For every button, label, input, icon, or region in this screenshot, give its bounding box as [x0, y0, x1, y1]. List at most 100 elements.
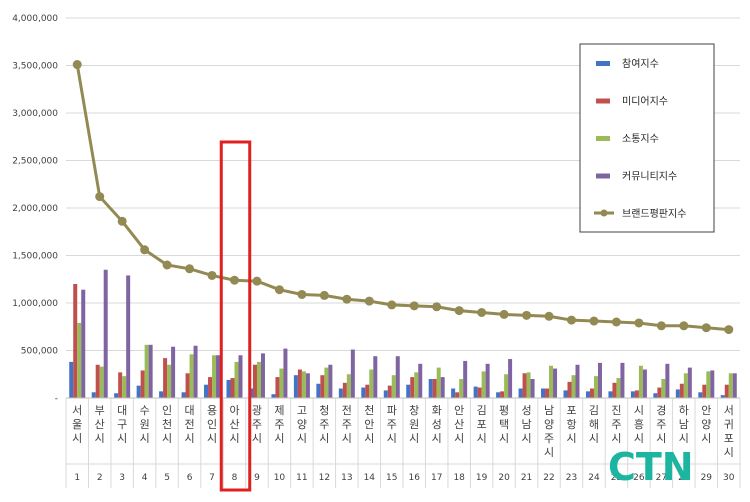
brand-reputation-line	[72, 60, 734, 335]
x-tick-label-char: 남	[544, 404, 554, 417]
bar-참여지수	[383, 390, 388, 398]
x-tick-label-char: 양	[701, 418, 711, 431]
x-tick-label-char: 광	[252, 404, 262, 417]
x-tick-label-char: 주	[274, 418, 284, 431]
bar-소통지수	[661, 379, 666, 398]
brand-reputation-point	[679, 321, 689, 331]
bar-커뮤니티지수	[463, 360, 468, 398]
x-tick-label-char: 시	[342, 432, 352, 445]
bars	[69, 269, 737, 398]
brand-reputation-point	[230, 275, 239, 285]
x-tick-label-char: 김	[589, 404, 599, 417]
bar-미디어지수	[185, 373, 190, 398]
bar-커뮤니티지수	[103, 269, 108, 398]
x-tick-label-char: 천	[162, 417, 172, 431]
rank-label: 2	[97, 473, 103, 483]
y-tick-label: 1,000,000	[12, 299, 58, 309]
rank-label: 7	[209, 473, 215, 483]
x-tick-label-char: 남	[522, 418, 532, 431]
rank-label: 4	[142, 473, 148, 483]
bar-커뮤니티지수	[665, 363, 670, 398]
bar-소통지수	[616, 378, 621, 398]
x-tick-label-char: 시	[544, 446, 554, 459]
x-tick-label-char: 주	[342, 418, 352, 431]
bar-커뮤니티지수	[508, 359, 513, 398]
bar-참여지수	[316, 383, 321, 398]
bar-참여지수	[653, 393, 658, 398]
x-tick-label-char: 남	[679, 418, 689, 431]
ctn-logo: CTN	[608, 445, 694, 489]
rank-label: 8	[232, 473, 238, 483]
x-tick-label-char: 용	[207, 404, 217, 417]
rank-label: 21	[521, 473, 532, 483]
x-tick-label-char: 양	[297, 418, 307, 431]
brand-reputation-point	[432, 302, 442, 312]
brand-reputation-point	[207, 270, 217, 280]
x-tick-label-char: 안	[454, 404, 464, 417]
x-tick-label-char: 서	[724, 404, 734, 417]
bar-참여지수	[608, 391, 613, 398]
rank-label: 6	[187, 473, 193, 483]
legend-label: 커뮤니티지수	[622, 171, 677, 183]
bar-소통지수	[504, 374, 509, 398]
bar-소통지수	[391, 375, 396, 398]
bar-미디어지수	[679, 383, 684, 398]
x-tick-label-char: 시	[252, 432, 262, 445]
x-tick-label-char: 시	[634, 432, 644, 445]
bar-소통지수	[683, 373, 688, 398]
bar-참여지수	[293, 375, 298, 398]
brand-reputation-point	[499, 309, 509, 319]
bar-참여지수	[181, 392, 186, 398]
brand-reputation-point	[454, 306, 464, 316]
x-tick-label-char: 시	[432, 432, 442, 445]
x-tick-label-char: 산	[454, 418, 464, 431]
bar-미디어지수	[612, 382, 617, 398]
bar-소통지수	[99, 366, 104, 398]
rank-label: 1	[74, 473, 80, 483]
x-tick-label-char: 전	[342, 404, 352, 417]
x-tick-label-char: 성	[432, 418, 442, 431]
bar-커뮤니티지수	[238, 355, 243, 398]
x-tick-label-char: 시	[162, 432, 172, 445]
x-tick-label-char: 김	[477, 404, 487, 417]
brand-reputation-point	[724, 325, 734, 335]
x-tick-label-char: 시	[72, 432, 82, 445]
x-tick-label-char: 울	[72, 418, 82, 431]
bar-참여지수	[720, 395, 725, 398]
bar-커뮤니티지수	[687, 367, 692, 398]
brand-reputation-point	[364, 296, 374, 306]
gridlines	[66, 17, 740, 351]
x-tick-label-char: 시	[185, 432, 195, 445]
rank-label: 28	[678, 473, 690, 483]
bar-커뮤니티지수	[597, 362, 602, 398]
bar-소통지수	[728, 373, 733, 398]
rank-label: 22	[543, 473, 554, 483]
bar-커뮤니티지수	[530, 379, 535, 398]
bar-커뮤니티지수	[328, 364, 333, 398]
bar-미디어지수	[724, 384, 729, 398]
bar-참여지수	[114, 393, 119, 398]
x-tick-label-char: 인	[207, 418, 217, 431]
bar-소통지수	[77, 322, 82, 398]
bar-미디어지수	[275, 377, 280, 398]
bar-커뮤니티지수	[81, 289, 86, 398]
x-tick-label-char: 시	[454, 432, 464, 445]
rank-label: 12	[319, 473, 330, 483]
legend-swatch	[596, 98, 610, 104]
x-tick-label-char: 시	[522, 432, 532, 445]
legend-label: 브랜드평판지수	[622, 208, 686, 220]
brand-reputation-point	[656, 321, 666, 331]
bar-소통지수	[301, 371, 306, 398]
x-tick-label-char: 시	[117, 432, 127, 445]
bar-미디어지수	[657, 387, 662, 398]
brand-reputation-point	[589, 316, 599, 326]
bar-참여지수	[69, 361, 74, 398]
x-tick-label-char: 항	[566, 418, 576, 431]
y-tick-label: 4,000,000	[12, 14, 58, 24]
y-tick-label: 3,000,000	[12, 109, 58, 119]
bar-미디어지수	[567, 381, 572, 398]
x-tick-label-char: 고	[297, 404, 307, 417]
bar-미디어지수	[522, 373, 527, 398]
x-tick-label-char: 시	[140, 432, 150, 445]
